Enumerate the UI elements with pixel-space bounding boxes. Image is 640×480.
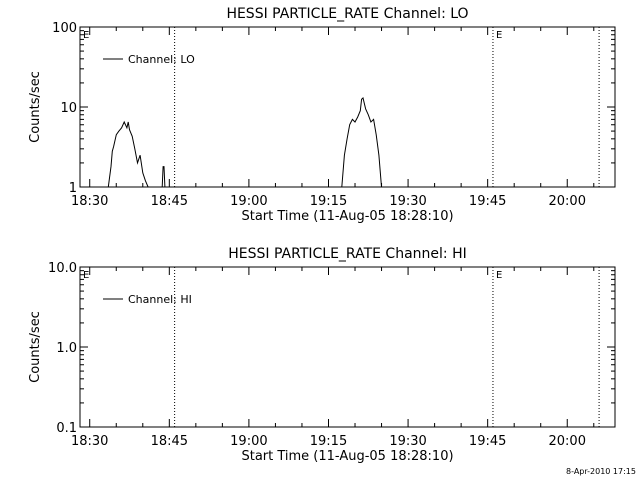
series-line-segment: [161, 166, 166, 188]
y-tick-label: 1.0: [56, 341, 77, 356]
x-tick-label: 19:00: [230, 194, 267, 209]
x-tick-label: 19:45: [469, 194, 506, 209]
y-axis-label: Counts/sec: [28, 71, 43, 143]
y-tick-label: 100: [52, 21, 77, 36]
x-tick-label: 18:30: [71, 194, 108, 209]
y-axis-label: Counts/sec: [28, 311, 43, 383]
x-tick-label: 18:45: [151, 194, 188, 209]
x-tick-label: 19:15: [310, 194, 347, 209]
y-tick-label: 0.1: [56, 421, 77, 436]
legend-label: Channel: LO: [128, 53, 195, 66]
event-marker-label: E: [496, 270, 502, 281]
y-tick-label: 10.0: [48, 261, 77, 276]
x-tick-label: 19:15: [310, 434, 347, 449]
x-tick-label: 18:30: [71, 434, 108, 449]
chart-title: HESSI PARTICLE_RATE Channel: LO: [226, 6, 468, 22]
timestamp-footer: 8-Apr-2010 17:15: [566, 467, 636, 476]
x-tick-label: 19:30: [389, 194, 426, 209]
x-tick-label: 20:00: [549, 194, 586, 209]
series-line-segment: [341, 96, 382, 188]
y-tick-label: 10: [60, 101, 77, 116]
corner-label: E: [83, 30, 89, 41]
corner-label: E: [83, 270, 89, 281]
series-line-segment: [107, 120, 149, 188]
plot-frame: [79, 266, 616, 428]
x-axis-label: Start Time (11-Aug-05 18:28:10): [241, 449, 453, 464]
x-axis-label: Start Time (11-Aug-05 18:28:10): [241, 209, 453, 224]
x-tick-label: 20:00: [549, 434, 586, 449]
x-tick-label: 18:45: [151, 434, 188, 449]
y-tick-label: 1: [69, 181, 77, 196]
chart-title: HESSI PARTICLE_RATE Channel: HI: [228, 246, 466, 262]
event-marker-label: E: [496, 30, 502, 41]
x-tick-label: 19:00: [230, 434, 267, 449]
x-tick-label: 19:45: [469, 434, 506, 449]
legend-label: Channel: HI: [128, 293, 192, 306]
x-tick-label: 19:30: [389, 434, 426, 449]
plot-frame: [79, 26, 616, 188]
